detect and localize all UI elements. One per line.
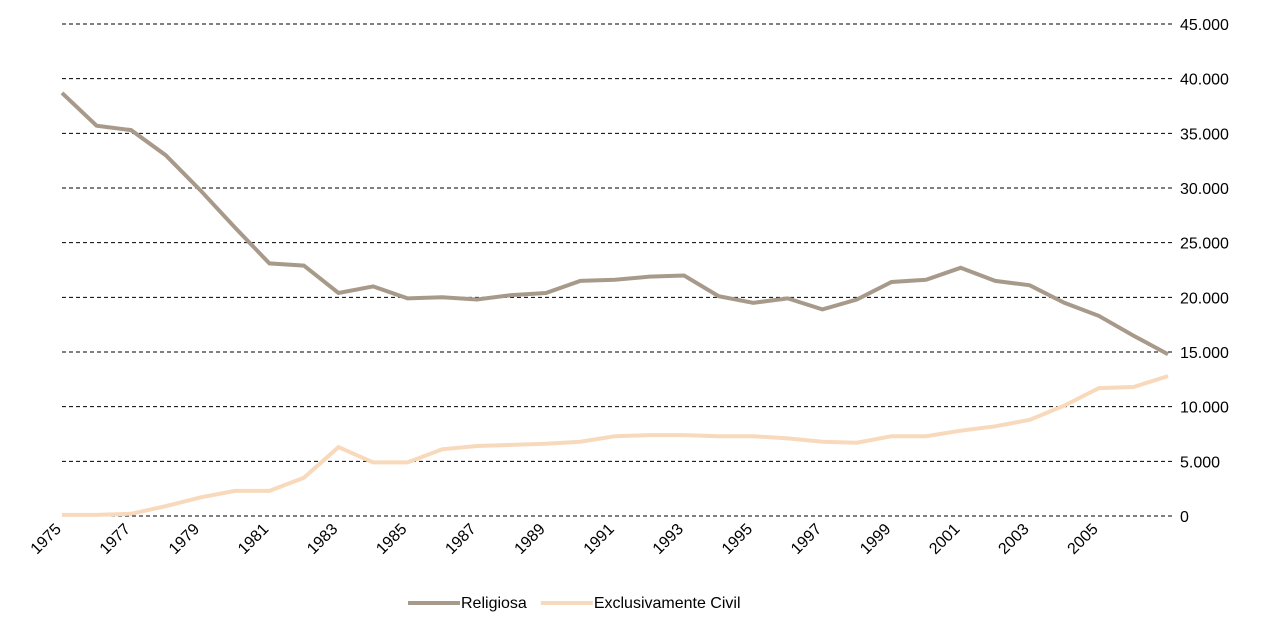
y-tick-label: 5.000	[1180, 454, 1220, 471]
x-tick-label: 1989	[512, 521, 549, 558]
y-tick-label: 15.000	[1180, 345, 1229, 362]
x-tick-label: 1977	[97, 521, 134, 558]
series-line	[60, 91, 1169, 356]
y-tick-label: 35.000	[1180, 126, 1229, 143]
legend-label: Exclusivamente Civil	[594, 595, 741, 612]
x-tick-label: 1997	[788, 521, 825, 558]
x-tick-label: 1975	[28, 521, 65, 558]
y-tick-label: 45.000	[1180, 17, 1229, 34]
x-tick-label: 1991	[581, 521, 618, 558]
x-tick-label: 1993	[650, 521, 687, 558]
x-tick-label: 2001	[926, 521, 963, 558]
y-tick-label: 0	[1180, 509, 1189, 526]
x-tick-label: 1985	[373, 521, 410, 558]
x-tick-label: 1983	[304, 521, 341, 558]
x-tick-label: 2003	[995, 521, 1032, 558]
x-tick-label: 1981	[235, 521, 272, 558]
y-tick-label: 20.000	[1180, 290, 1229, 307]
series-line	[62, 374, 1169, 517]
y-tick-label: 25.000	[1180, 236, 1229, 253]
x-tick-label: 1987	[442, 521, 479, 558]
x-tick-label: 2005	[1065, 521, 1102, 558]
x-tick-label: 1999	[857, 521, 894, 558]
x-tick-label: 1979	[166, 521, 203, 558]
y-tick-label: 30.000	[1180, 181, 1229, 198]
y-tick-label: 10.000	[1180, 400, 1229, 417]
legend-label: Religiosa	[461, 595, 527, 612]
y-tick-label: 40.000	[1180, 72, 1229, 89]
x-tick-label: 1995	[719, 521, 756, 558]
